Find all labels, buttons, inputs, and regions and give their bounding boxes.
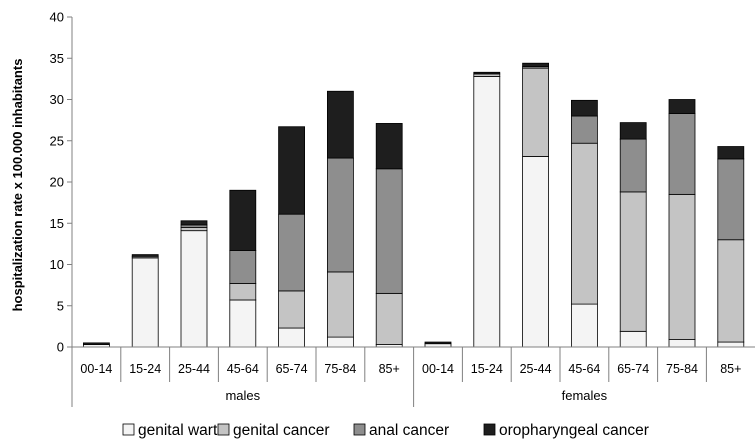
- x-tick-label-females-00-14: 00-14: [422, 362, 454, 376]
- legend-label-genital-cancer: genital cancer: [233, 422, 330, 439]
- group-label-females: females: [562, 388, 608, 403]
- x-tick-label-males-45-64: 45-64: [227, 362, 259, 376]
- bar-males-25-44-genital-cancer: [180, 226, 208, 232]
- bar-females-65-74-anal-cancer: [619, 138, 647, 193]
- bar-males-85+-oropharyngeal-cancer: [375, 123, 403, 170]
- x-tick-label-males-15-24: 15-24: [129, 362, 161, 376]
- y-axis-title: hospitalization rate x 100.000 inhabitan…: [10, 59, 25, 312]
- bar-females-45-64-genital-warts: [571, 303, 598, 348]
- x-tick-label-females-15-24: 15-24: [471, 362, 503, 376]
- bar-females-25-44-genital-warts: [522, 156, 549, 348]
- bar-males-45-64-genital-cancer: [229, 283, 257, 301]
- y-axis: 0 5 10 15 20 25 30 35 40: [50, 10, 73, 355]
- bar-females-65-74-oropharyngeal-cancer: [619, 122, 647, 140]
- bar-males-45-64-anal-cancer: [229, 250, 257, 284]
- x-tick-label-males-75-84: 75-84: [324, 362, 356, 376]
- x-tick-label-males-85+: 85+: [379, 362, 400, 376]
- group-label-males: males: [225, 388, 260, 403]
- y-tick-label-10: 10: [50, 257, 64, 272]
- bar-females-45-64-anal-cancer: [571, 115, 598, 144]
- y-tick-label-40: 40: [50, 10, 64, 25]
- y-tick-label-5: 5: [57, 298, 64, 313]
- bar-females-45-64-genital-cancer: [571, 142, 598, 305]
- bar-females-25-44-genital-cancer: [522, 67, 549, 157]
- bar-males-45-64-oropharyngeal-cancer: [229, 189, 257, 251]
- x-tick-label-females-65-74: 65-74: [617, 362, 649, 376]
- bar-females-45-64-oropharyngeal-cancer: [571, 99, 598, 117]
- x-axis: 00-14 15-24 25-44 45-64 65-74 75-84 85+ 00-14 15…: [71, 346, 755, 407]
- legend-swatch-anal-cancer: [353, 423, 366, 436]
- x-tick-label-males-25-44: 25-44: [178, 362, 210, 376]
- bar-males-15-24-oropharyngeal-cancer: [131, 254, 159, 257]
- bar-females-15-24-genital-warts: [473, 76, 501, 348]
- y-tick-label-25: 25: [50, 133, 64, 148]
- legend: genital warts genital cancer anal cancer or…: [122, 422, 649, 439]
- y-tick-label-0: 0: [57, 340, 64, 355]
- legend-label-genital-warts: genital warts: [138, 422, 225, 439]
- bar-females-15-24-oropharyngeal-cancer: [473, 71, 501, 75]
- bar-males-75-84-oropharyngeal-cancer: [326, 90, 354, 159]
- x-tick-label-females-25-44: 25-44: [520, 362, 552, 376]
- bar-females-75-84-genital-warts: [668, 339, 696, 348]
- bar-males-65-74-genital-cancer: [278, 290, 306, 329]
- bar-females-85+-genital-cancer: [717, 239, 745, 343]
- bar-females-75-84-genital-cancer: [668, 193, 696, 340]
- bar-males-75-84-genital-warts: [326, 336, 354, 348]
- bar-females-85+-oropharyngeal-cancer: [717, 146, 745, 160]
- bar-males-75-84-anal-cancer: [326, 157, 354, 273]
- bar-females-75-84-anal-cancer: [668, 113, 696, 195]
- x-tick-label-females-75-84: 75-84: [666, 362, 698, 376]
- bar-males-45-64-genital-warts: [229, 299, 257, 348]
- x-tick-label-males-00-14: 00-14: [80, 362, 112, 376]
- bar-males-85+-anal-cancer: [375, 168, 403, 294]
- legend-swatch-genital-cancer: [217, 423, 230, 436]
- legend-label-oropharyngeal-cancer: oropharyngeal cancer: [499, 422, 649, 439]
- y-tick-label-30: 30: [50, 92, 64, 107]
- y-tick-label-35: 35: [50, 51, 64, 66]
- y-tick-label-15: 15: [50, 216, 64, 231]
- bars: [83, 62, 745, 348]
- x-tick-label-males-65-74: 65-74: [276, 362, 308, 376]
- bar-males-65-74-oropharyngeal-cancer: [278, 126, 306, 215]
- bar-females-85+-anal-cancer: [717, 158, 745, 241]
- bar-males-65-74-anal-cancer: [278, 213, 306, 292]
- bar-males-25-44-genital-warts: [180, 230, 208, 348]
- x-tick-label-females-45-64: 45-64: [568, 362, 600, 376]
- bar-males-85+-genital-cancer: [375, 292, 403, 345]
- legend-swatch-oropharyngeal-cancer: [483, 423, 496, 436]
- bar-males-65-74-genital-warts: [278, 327, 306, 348]
- bar-females-85+-genital-warts: [717, 341, 745, 348]
- bar-males-15-24-genital-warts: [131, 257, 159, 348]
- bar-males-75-84-genital-cancer: [326, 271, 354, 338]
- x-tick-label-females-85+: 85+: [720, 362, 741, 376]
- bar-females-00-14-oropharyngeal-cancer: [424, 341, 452, 345]
- bar-males-00-14-oropharyngeal-cancer: [83, 342, 110, 345]
- bar-females-65-74-genital-warts: [619, 330, 647, 348]
- bar-females-25-44-oropharyngeal-cancer: [522, 62, 549, 67]
- y-tick-label-20: 20: [50, 175, 64, 190]
- bar-females-65-74-genital-cancer: [619, 191, 647, 332]
- legend-swatch-genital-warts: [122, 423, 135, 436]
- bar-males-25-44-oropharyngeal-cancer: [180, 220, 208, 226]
- bar-females-75-84-oropharyngeal-cancer: [668, 99, 696, 114]
- legend-label-anal-cancer: anal cancer: [369, 422, 449, 439]
